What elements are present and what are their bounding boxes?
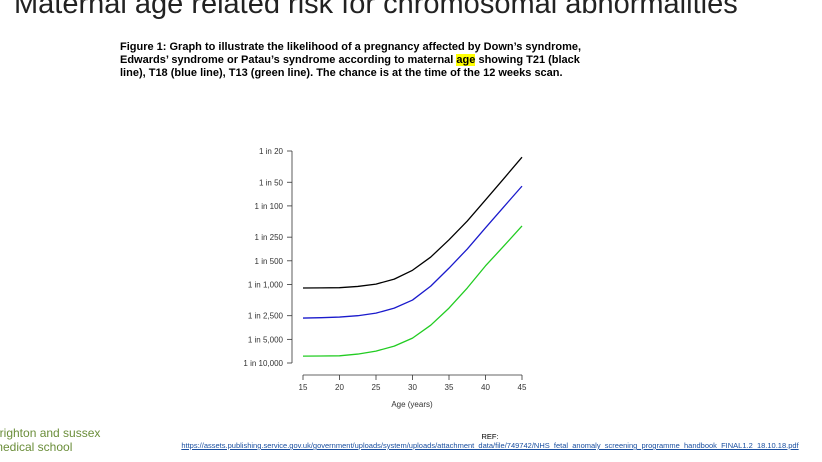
y-tick-label: 1 in 250 — [255, 233, 284, 242]
logo-text: brighton and sussex — [0, 426, 101, 440]
ref-link[interactable]: https://assets.publishing.service.gov.uk… — [181, 441, 799, 450]
y-tick-label: 1 in 1,000 — [248, 280, 284, 289]
x-tick-label: 20 — [335, 383, 344, 392]
x-tick-label: 30 — [408, 383, 417, 392]
y-tick-label: 1 in 20 — [259, 147, 284, 156]
y-tick-label: 1 in 2,500 — [248, 312, 284, 321]
x-tick-label: 35 — [445, 383, 454, 392]
caption-line: Figure 1: Graph to illustrate the likeli… — [120, 41, 582, 53]
series-line — [302, 225, 523, 357]
x-tick-label: 40 — [481, 383, 490, 392]
y-tick-label: 1 in 50 — [259, 178, 284, 187]
x-tick-label: 45 — [518, 383, 527, 392]
caption-line: line), T18 (blue line), T13 (green line)… — [120, 67, 563, 79]
caption-text: Edwards’ syndrome or Patau’s syndrome ac… — [120, 54, 457, 66]
ref-label: REF: — [481, 432, 499, 441]
x-tick-label: 25 — [372, 383, 381, 392]
caption-line: Edwards’ syndrome or Patau’s syndrome ac… — [120, 54, 580, 66]
caption-highlight: age — [456, 54, 476, 66]
logo-text: medical school — [0, 440, 73, 454]
series-line — [302, 156, 523, 289]
x-axis-label: Age (years) — [391, 400, 433, 409]
y-tick-label: 1 in 10,000 — [243, 359, 283, 368]
y-tick-label: 1 in 100 — [255, 202, 284, 211]
series-line — [302, 185, 523, 319]
reference: REF: https://assets.publishing.service.g… — [158, 432, 822, 450]
slide-title: Maternal age related risk for chromosoma… — [14, 0, 738, 20]
caption-text: showing T21 (black — [475, 54, 580, 66]
y-tick-label: 1 in 500 — [255, 257, 284, 266]
y-tick-label: 1 in 5,000 — [248, 335, 284, 344]
x-tick-label: 15 — [299, 383, 308, 392]
